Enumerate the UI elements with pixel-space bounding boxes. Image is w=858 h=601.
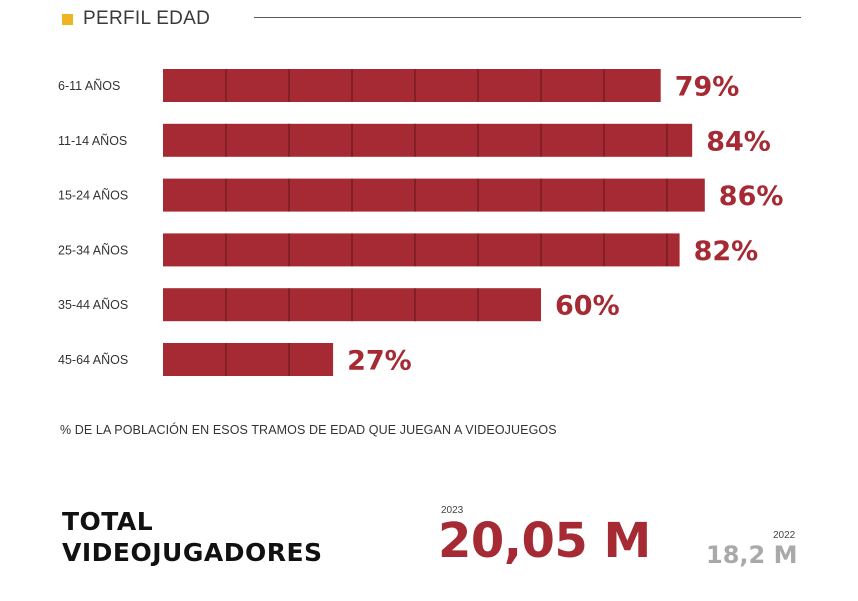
bar	[163, 123, 693, 157]
chart-caption: % DE LA POBLACIÓN EN ESOS TRAMOS DE EDAD…	[60, 423, 557, 437]
value-label: 27%	[347, 346, 412, 377]
bar	[163, 343, 334, 376]
category-label: 11-14 AÑOS	[58, 134, 127, 148]
value-label: 60%	[555, 291, 620, 322]
value-label: 86%	[719, 181, 784, 212]
total-title-line1: TOTAL	[62, 507, 154, 536]
section-title: PERFIL EDAD	[83, 8, 211, 29]
bar	[163, 178, 705, 212]
value-label: 79%	[675, 72, 740, 103]
category-label: 6-11 AÑOS	[58, 79, 120, 93]
value-label: 84%	[706, 126, 771, 157]
accent-square-icon	[62, 13, 73, 25]
total-title-line2: VIDEOJUGADORES	[62, 538, 323, 567]
bar	[163, 233, 680, 267]
category-label: 15-24 AÑOS	[58, 189, 128, 203]
current-year-label: 2023	[441, 505, 464, 516]
previous-year-label: 2022	[773, 530, 796, 541]
section-header: PERFIL EDAD	[62, 8, 210, 30]
header-divider	[254, 17, 801, 18]
value-label: 82%	[694, 236, 759, 267]
previous-total-value: 18,2 M	[706, 541, 798, 569]
category-label: 25-34 AÑOS	[58, 243, 128, 257]
total-title: TOTAL VIDEOJUGADORES	[62, 506, 323, 568]
bar	[163, 69, 661, 102]
category-label: 45-64 AÑOS	[58, 353, 128, 367]
category-label: 35-44 AÑOS	[58, 298, 128, 312]
current-total-value: 20,05 M	[438, 513, 651, 569]
age-profile-bar-chart: 6-11 AÑOS 79% 11-14 AÑOS 84% 15-24 AÑOS 86% 25…	[58, 69, 784, 377]
